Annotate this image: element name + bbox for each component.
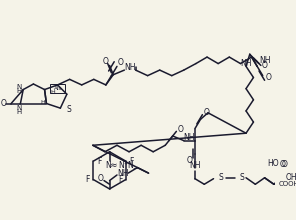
Text: COOH: COOH xyxy=(278,181,296,187)
Text: N: N xyxy=(17,105,22,111)
Text: N: N xyxy=(118,161,123,170)
Text: F: F xyxy=(86,175,90,184)
Text: O: O xyxy=(177,125,183,134)
Text: H: H xyxy=(51,90,55,95)
Text: S: S xyxy=(66,104,71,114)
Text: H: H xyxy=(17,88,22,94)
Text: O: O xyxy=(186,156,192,165)
Text: F: F xyxy=(97,157,101,166)
Text: N: N xyxy=(17,84,22,90)
Text: HO: HO xyxy=(267,159,279,168)
Text: O: O xyxy=(1,99,7,108)
Text: S: S xyxy=(239,173,244,182)
Text: O: O xyxy=(282,160,288,169)
Text: NH: NH xyxy=(189,161,201,170)
Text: N: N xyxy=(105,161,111,170)
Text: NH: NH xyxy=(240,59,252,68)
Text: O: O xyxy=(118,58,124,67)
Text: N: N xyxy=(127,161,133,170)
Text: S: S xyxy=(218,173,223,182)
Text: O: O xyxy=(103,57,109,66)
Text: O: O xyxy=(203,108,209,117)
Text: O: O xyxy=(279,160,285,169)
Text: NH: NH xyxy=(117,169,128,178)
Text: −: − xyxy=(132,165,137,170)
Text: O: O xyxy=(262,61,268,70)
Text: O: O xyxy=(97,174,103,183)
Bar xyxy=(50,84,65,93)
Text: ≈: ≈ xyxy=(110,161,117,170)
Text: H: H xyxy=(17,109,22,115)
Text: O: O xyxy=(266,73,271,82)
Text: H: H xyxy=(40,100,45,105)
Text: F: F xyxy=(129,157,133,166)
Text: Als: Als xyxy=(54,86,62,91)
Text: F: F xyxy=(118,175,122,184)
Text: OH: OH xyxy=(286,173,296,182)
Text: NH: NH xyxy=(184,133,195,142)
Text: NH: NH xyxy=(259,56,270,65)
Text: NH: NH xyxy=(124,63,136,72)
Text: +: + xyxy=(123,161,127,166)
